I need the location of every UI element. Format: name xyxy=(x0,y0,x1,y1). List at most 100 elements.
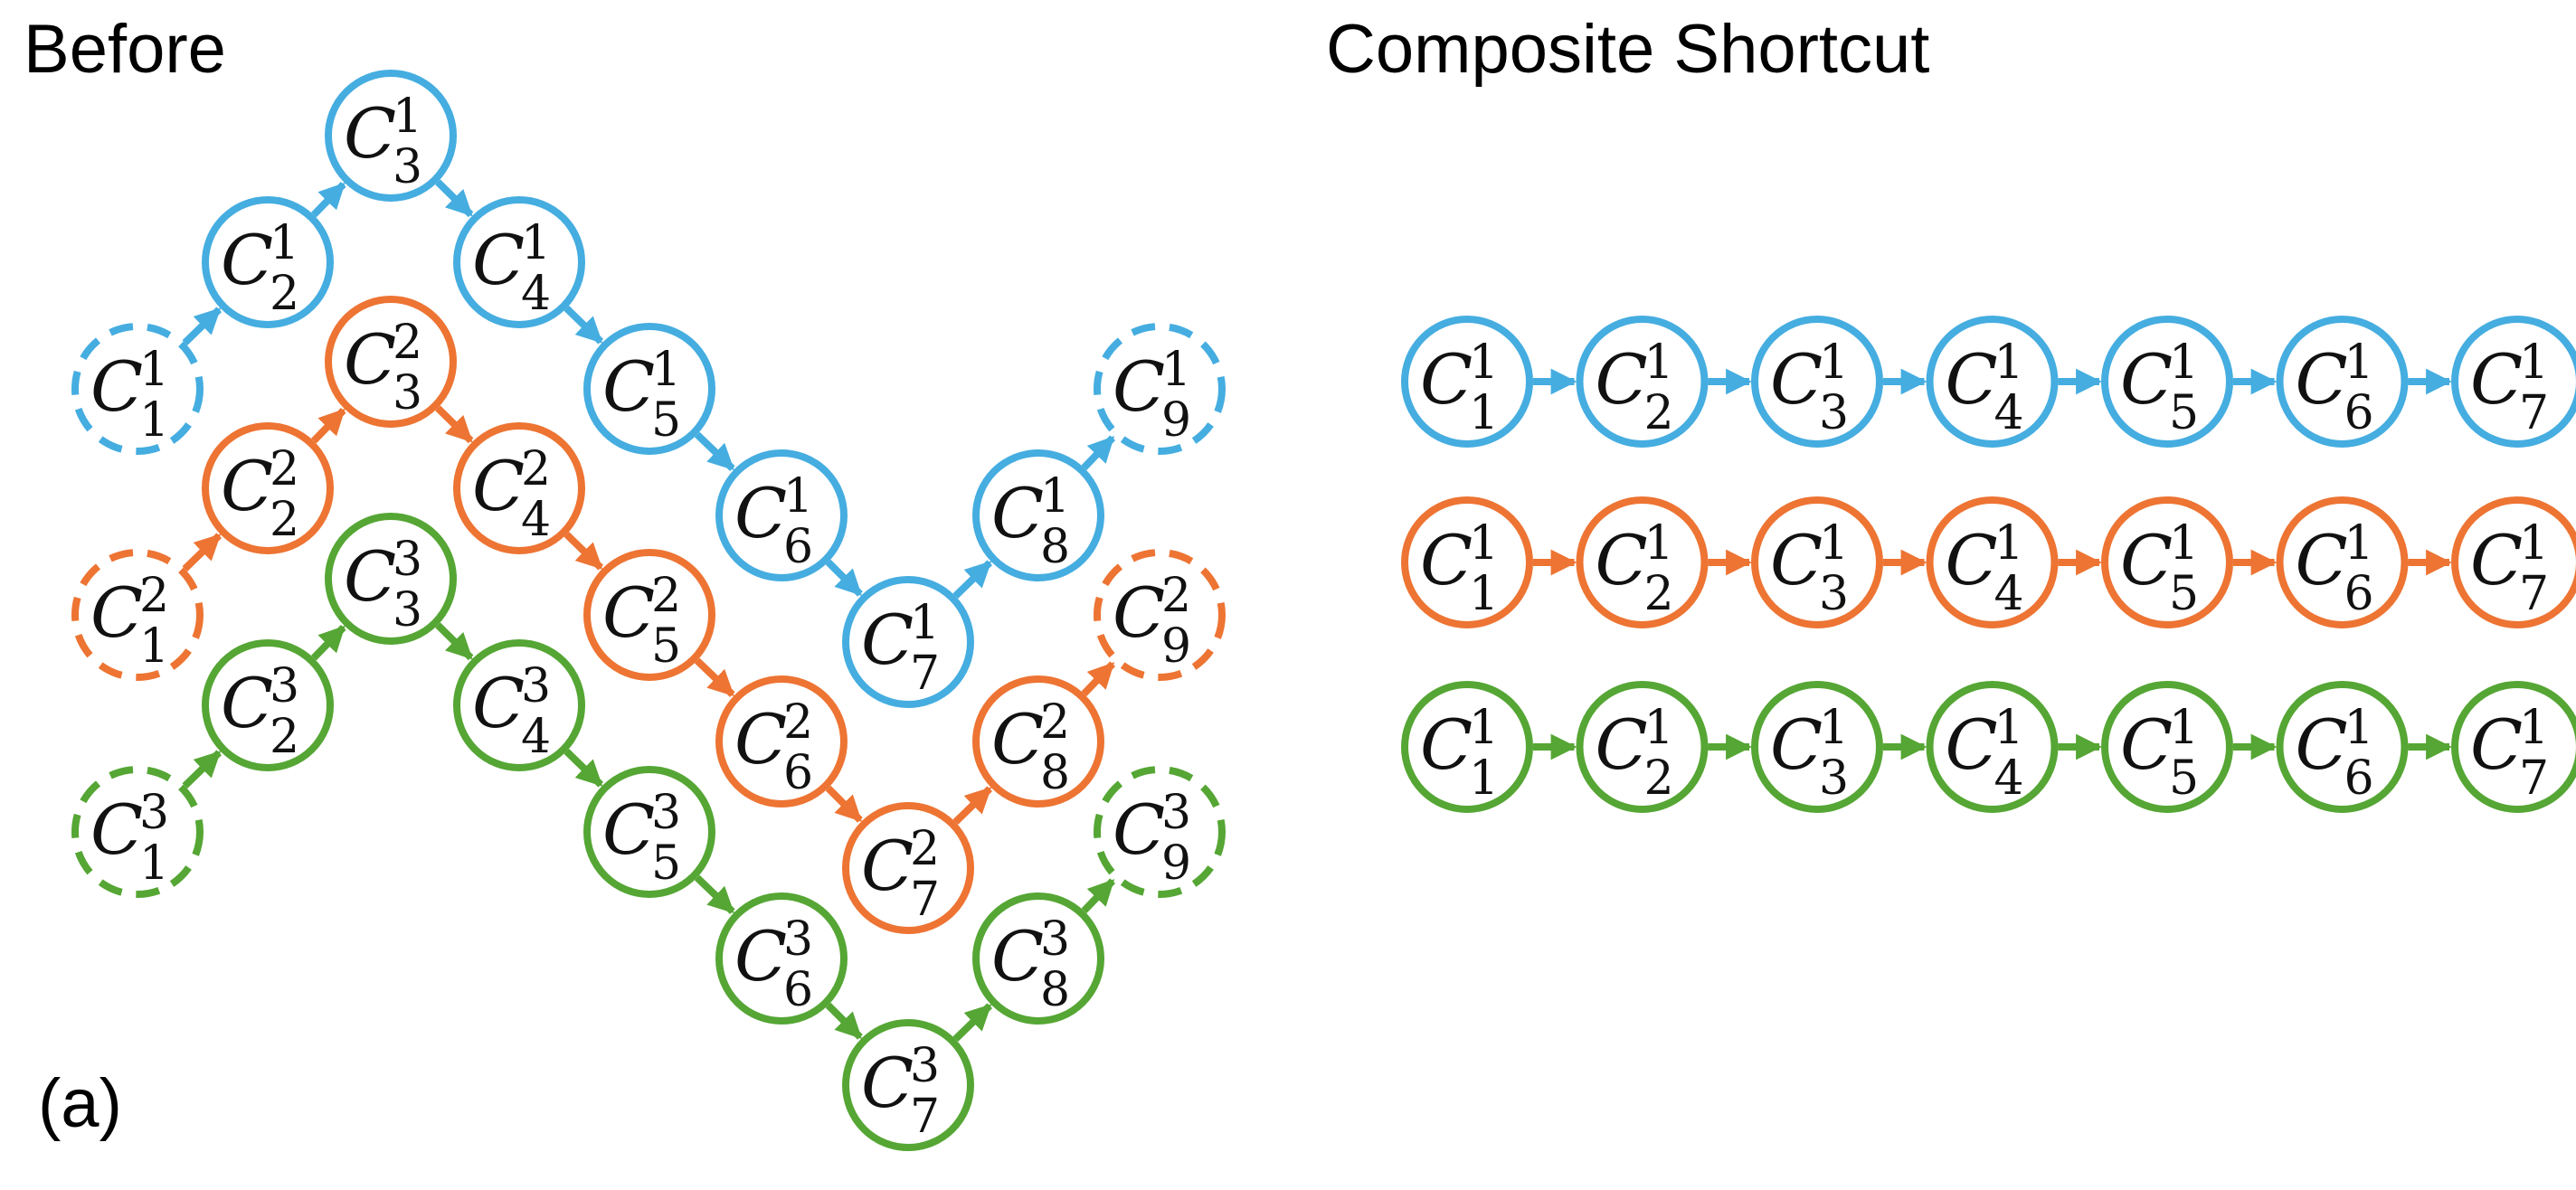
node-superscript: 1 xyxy=(1469,335,1499,390)
shortcut-node: C11 xyxy=(1401,681,1533,813)
shortcut-node: C13 xyxy=(1751,681,1883,813)
node-superscript: 1 xyxy=(1644,701,1674,755)
node-superscript: 3 xyxy=(783,912,813,967)
node-label: C xyxy=(602,572,655,653)
node-circle xyxy=(842,1019,974,1151)
node-label: C xyxy=(2470,704,2523,785)
shortcut-node: C12 xyxy=(1576,316,1709,448)
node-circle xyxy=(71,549,204,681)
before-arrow xyxy=(182,750,223,789)
shortcut-node: C14 xyxy=(1926,316,2059,448)
node-circle xyxy=(1401,316,1533,448)
before-arrow xyxy=(564,306,604,345)
before-arrow xyxy=(694,657,735,697)
node-label: C xyxy=(90,789,143,870)
node-circle xyxy=(202,422,334,554)
before-node: C31 xyxy=(71,766,204,898)
before-node: C26 xyxy=(715,675,848,808)
node-subscript: 8 xyxy=(1040,746,1070,800)
node-subscript: 4 xyxy=(521,493,551,547)
node-label: C xyxy=(1770,704,1823,785)
node-superscript: 1 xyxy=(2169,335,2199,390)
before-node: C17 xyxy=(842,576,974,708)
shortcut-node: C14 xyxy=(1926,681,2059,813)
before-node: C33 xyxy=(325,513,457,645)
node-superscript: 1 xyxy=(651,343,681,397)
node-circle xyxy=(583,323,715,455)
node-circle xyxy=(1926,496,2059,628)
shortcut-node: C16 xyxy=(2276,316,2409,448)
node-circle xyxy=(2101,681,2233,813)
node-label: C xyxy=(90,346,143,427)
node-superscript: 3 xyxy=(393,533,422,587)
node-subscript: 1 xyxy=(139,619,169,674)
before-arrow xyxy=(1081,435,1116,471)
node-superscript: 1 xyxy=(2169,516,2199,571)
node-label: C xyxy=(472,446,525,526)
before-node: C32 xyxy=(202,639,334,771)
node-circle xyxy=(1576,496,1709,628)
node-subscript: 1 xyxy=(1469,567,1499,621)
before-arrow xyxy=(825,785,863,823)
node-label: C xyxy=(1596,520,1648,600)
node-subscript: 4 xyxy=(521,267,551,321)
composite-shortcut-title: Composite Shortcut xyxy=(1326,11,1929,88)
shortcut-node: C11 xyxy=(1401,496,1533,628)
node-circle xyxy=(71,766,204,898)
node-superscript: 1 xyxy=(1469,516,1499,571)
node-superscript: 2 xyxy=(783,695,813,750)
before-arrow xyxy=(1081,661,1116,697)
node-subscript: 8 xyxy=(1040,520,1070,574)
node-subscript: 4 xyxy=(1994,386,2024,440)
node-circle xyxy=(202,639,334,771)
node-superscript: 3 xyxy=(1161,786,1191,840)
node-superscript: 1 xyxy=(1994,335,2024,390)
node-superscript: 1 xyxy=(2519,516,2549,571)
node-superscript: 2 xyxy=(910,822,940,876)
node-subscript: 5 xyxy=(651,836,681,891)
node-label: C xyxy=(861,600,914,680)
node-circle xyxy=(2451,681,2576,813)
before-arrow xyxy=(694,431,735,471)
before-arrow xyxy=(310,625,346,661)
node-superscript: 1 xyxy=(1469,701,1499,755)
node-superscript: 1 xyxy=(1994,516,2024,571)
node-superscript: 1 xyxy=(270,216,299,270)
before-arrow xyxy=(435,179,474,218)
node-label: C xyxy=(1420,704,1473,785)
node-superscript: 2 xyxy=(139,569,169,623)
node-subscript: 1 xyxy=(1469,386,1499,440)
node-subscript: 7 xyxy=(2519,386,2549,440)
node-subscript: 5 xyxy=(2169,567,2199,621)
before-node: C37 xyxy=(842,1019,974,1151)
shortcut-node: C17 xyxy=(2451,316,2576,448)
node-subscript: 3 xyxy=(1819,386,1849,440)
node-superscript: 1 xyxy=(1819,701,1849,755)
shortcut-node: C15 xyxy=(2101,681,2233,813)
node-label: C xyxy=(1113,789,1165,870)
node-circle xyxy=(1094,766,1226,898)
before-arrow xyxy=(310,182,346,218)
before-node: C14 xyxy=(453,196,585,328)
node-label: C xyxy=(1946,704,1998,785)
node-subscript: 3 xyxy=(393,140,422,194)
node-subscript: 6 xyxy=(2344,567,2374,621)
node-superscript: 1 xyxy=(1819,516,1849,571)
node-circle xyxy=(1926,316,2059,448)
node-circle xyxy=(1751,681,1883,813)
shortcut-row-2: C11 C12 C13 C14 C15 C16 C17 xyxy=(1401,496,2576,628)
node-superscript: 1 xyxy=(2519,701,2549,755)
node-subscript: 4 xyxy=(521,710,551,764)
shortcut-node: C16 xyxy=(2276,681,2409,813)
node-label: C xyxy=(90,572,143,653)
node-label: C xyxy=(1770,520,1823,600)
node-superscript: 2 xyxy=(1040,695,1070,750)
node-superscript: 1 xyxy=(2344,516,2374,571)
node-circle xyxy=(325,513,457,645)
node-superscript: 1 xyxy=(1161,343,1191,397)
node-superscript: 1 xyxy=(521,216,551,270)
